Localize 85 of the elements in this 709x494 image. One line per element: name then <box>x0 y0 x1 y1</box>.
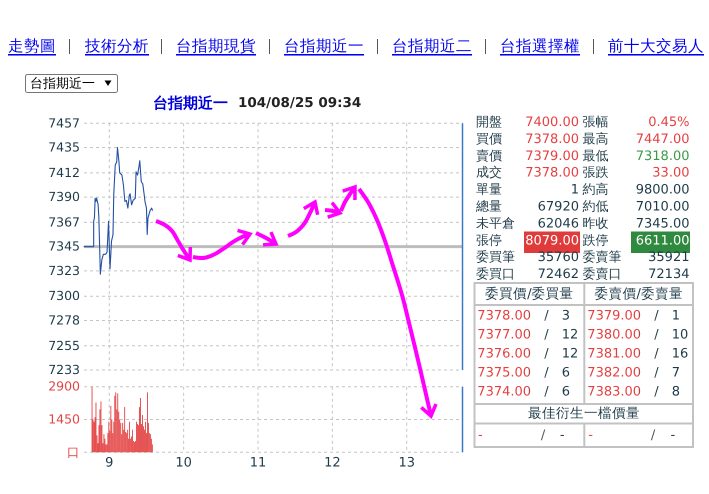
y-tick-label: 7390 <box>48 189 80 204</box>
y-tick-label: 7345 <box>48 238 80 254</box>
text: 7374.00 / 6 <box>477 384 570 400</box>
text: 35760 <box>538 250 579 266</box>
text: 7375.00 / 6 <box>477 366 570 380</box>
x-tick-label: 11 <box>250 456 266 471</box>
text: 7381.00 / 16 <box>587 346 688 362</box>
text: 昨收 <box>582 216 608 232</box>
text: 跌停 <box>582 233 608 248</box>
x-tick-label: 9 <box>105 456 114 471</box>
y-tick-label: 7457 <box>48 115 80 130</box>
text: 委賣筆 <box>582 250 622 266</box>
text: 走勢圖 <box>8 37 56 55</box>
text: 前十大交易人 <box>608 37 704 55</box>
text: 台指期近一 <box>284 37 364 55</box>
text: 33.00 <box>652 166 690 181</box>
text: 技術分析 <box>84 37 149 55</box>
text: 委買價/委買量 <box>485 286 574 302</box>
text: 7379.00 / 1 <box>587 308 680 324</box>
text: 7378.00 / 3 <box>477 308 570 324</box>
text: 最高 <box>582 130 608 147</box>
text: 最低 <box>582 148 608 164</box>
text: 單量 <box>476 182 502 198</box>
text: 9800.00 <box>636 182 690 198</box>
y-tick-label: 7233 <box>48 362 80 377</box>
text: 7376.00 / 12 <box>477 346 578 362</box>
text: 7378.00 <box>525 166 579 181</box>
text: 委買筆 <box>476 250 515 266</box>
text: 委賣價/委賣量 <box>594 286 683 302</box>
text: 台指期近二 <box>392 37 472 55</box>
y-tick-label: 7255 <box>48 338 80 353</box>
text: 未平倉 <box>476 216 515 232</box>
text: 張停 <box>476 233 502 248</box>
y-tick-label: 7412 <box>48 164 80 180</box>
text: 7378.00 <box>525 132 579 147</box>
text: 7380.00 / 10 <box>587 328 688 342</box>
text: 7383.00 / 8 <box>587 384 680 400</box>
text: 1 <box>570 182 579 198</box>
text: 7345.00 <box>636 216 690 232</box>
text: 8079.00 <box>525 233 579 248</box>
text: 35921 <box>648 250 690 266</box>
text: 開盤 <box>476 115 502 130</box>
y-tick-label: 7435 <box>48 140 80 155</box>
text: 7382.00 / 7 <box>587 366 680 380</box>
text: 台指期近一 <box>30 76 95 92</box>
text: 委買口 <box>476 267 515 282</box>
text: 委賣口 <box>582 267 622 282</box>
text: 最佳衍生一檔價量 <box>528 406 640 422</box>
text: 7400.00 <box>525 115 579 130</box>
text: 0.45% <box>648 115 690 130</box>
text: 7377.00 / 12 <box>477 328 578 342</box>
text: 7379.00 <box>525 148 579 164</box>
y-tick-label: 7367 <box>48 214 80 230</box>
text: 7010.00 <box>636 200 690 214</box>
text: 6611.00 <box>636 233 690 248</box>
x-tick-label: 12 <box>324 456 341 471</box>
line-series <box>83 146 153 275</box>
text: 62046 <box>538 216 579 232</box>
text: 總量 <box>475 200 502 214</box>
text: 台指選擇權 <box>500 37 580 55</box>
text: 台指期現貨 <box>176 37 256 55</box>
text: 約高 <box>582 182 608 198</box>
chart-title: 台指期近一 <box>153 94 228 112</box>
y-tick-label: 7278 <box>48 312 80 328</box>
text: 張幅 <box>582 115 608 130</box>
text: 67920 <box>538 200 579 214</box>
y-tick-label: 7323 <box>48 262 80 278</box>
y-tick-label: 1450 <box>48 412 80 426</box>
text: 張跌 <box>582 166 608 181</box>
text: 約低 <box>582 200 608 214</box>
text: 72134 <box>648 267 690 282</box>
text: - / - <box>478 428 565 442</box>
y-tick-label: 7300 <box>48 288 80 304</box>
text: 7447.00 <box>636 132 690 147</box>
text: 賣價 <box>476 148 502 164</box>
y-tick-label: 口 <box>67 444 80 460</box>
y-tick-label: 2900 <box>48 378 80 394</box>
text: - / - <box>588 428 676 442</box>
text: 買價 <box>476 132 502 147</box>
chart-subtitle: 104/08/25 09:34 <box>238 95 362 111</box>
text: 72462 <box>538 267 579 282</box>
x-tick-label: 13 <box>398 456 415 471</box>
text: 成交 <box>476 164 502 181</box>
text: 7318.00 <box>636 148 690 164</box>
x-tick-label: 10 <box>175 456 192 471</box>
